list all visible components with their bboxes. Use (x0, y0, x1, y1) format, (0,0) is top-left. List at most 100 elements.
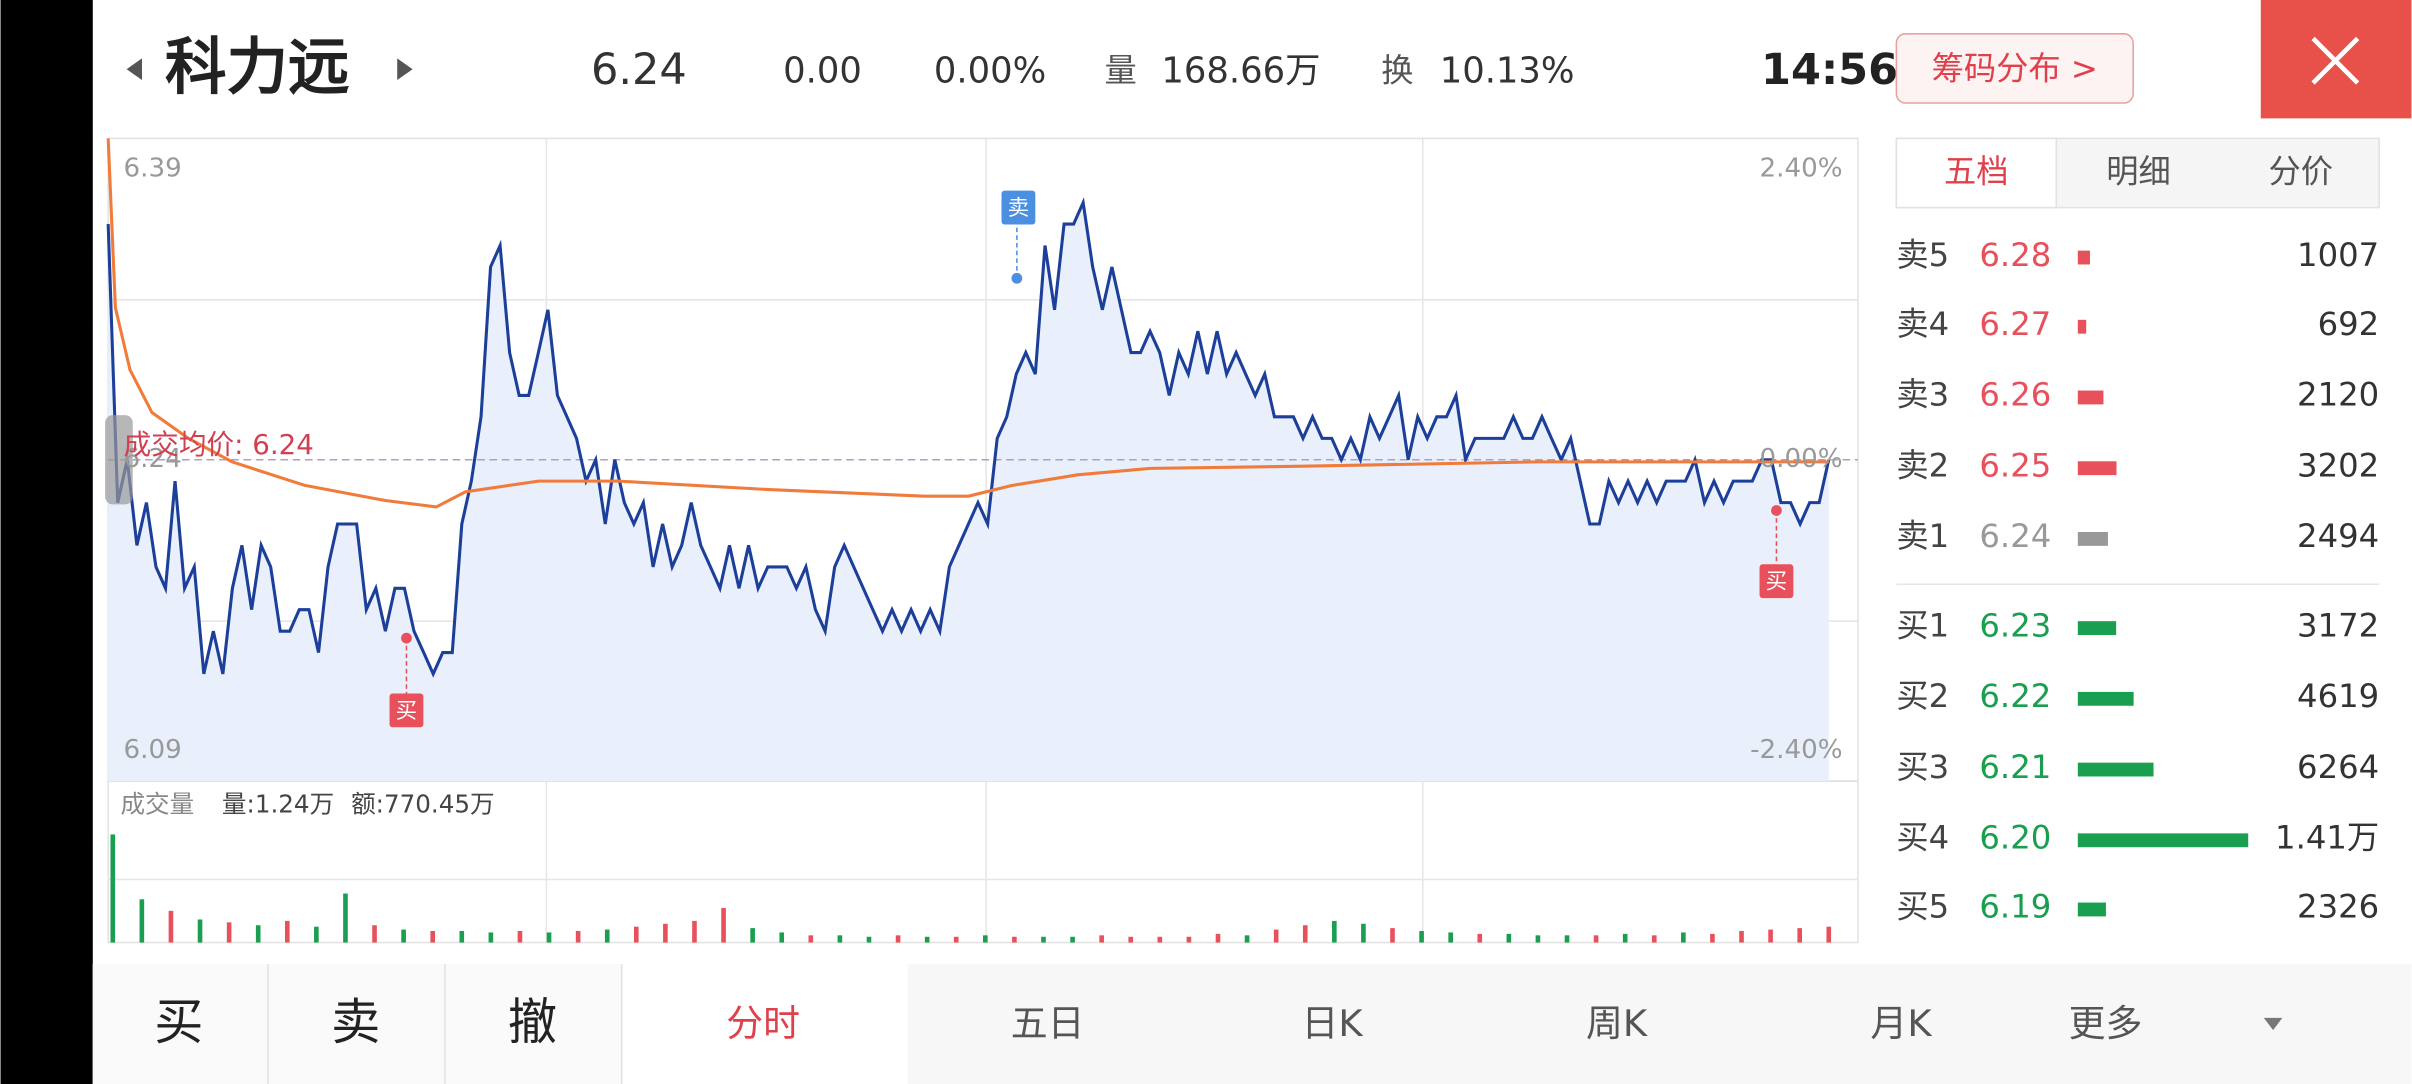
volume-bar (1797, 928, 1802, 943)
volume-bar (924, 936, 930, 943)
volume-bar (983, 935, 988, 943)
volume-bar (110, 834, 116, 943)
book-bar (2077, 390, 2104, 405)
volume-bar (401, 929, 406, 943)
book-price: 6.21 (1979, 748, 2051, 786)
turnover-label: 换 (1381, 51, 1413, 89)
book-volume: 692 (2318, 305, 2380, 343)
y-tick-label: 6.24 (124, 444, 182, 474)
y2-tick-label: 2.40% (1760, 154, 1843, 184)
left-edge (0, 0, 93, 1084)
order-tab[interactable]: 五档 (1944, 153, 2009, 191)
avg-label: 成交均价: 6.24 (124, 428, 314, 461)
book-price: 6.28 (1979, 236, 2051, 274)
book-price: 6.24 (1979, 517, 2051, 555)
volume-bar (575, 931, 581, 943)
y2-tick-label: -2.40% (1750, 735, 1842, 765)
volume-bar (1244, 935, 1250, 943)
book-label: 买3 (1896, 748, 1949, 786)
book-label: 卖4 (1896, 305, 1949, 343)
volume-bar (1477, 933, 1483, 943)
volume-bar (488, 932, 494, 943)
period-tab[interactable]: 分时 (726, 1002, 800, 1045)
next-arrow[interactable] (397, 58, 413, 80)
volume-bar (459, 931, 465, 943)
order-tab[interactable]: 分价 (2268, 153, 2333, 191)
prev-arrow[interactable] (126, 58, 142, 80)
book-price: 6.26 (1979, 376, 2051, 414)
book-bar (2077, 691, 2134, 706)
y-tick-label: 6.09 (124, 735, 182, 765)
book-volume: 2326 (2297, 888, 2379, 926)
volume-bar (226, 922, 232, 943)
book-volume: 2120 (2297, 376, 2379, 414)
change-pct: 0.00% (934, 50, 1046, 91)
book-volume: 1007 (2297, 236, 2379, 274)
book-label: 买4 (1896, 819, 1949, 857)
period-tab[interactable]: 更多 (2069, 1002, 2143, 1045)
book-price: 6.23 (1979, 606, 2051, 644)
period-tab[interactable]: 五日 (1011, 1002, 1085, 1045)
volume-bar (168, 910, 174, 943)
volume: 168.66万 (1161, 50, 1320, 91)
book-label: 卖5 (1896, 236, 1949, 274)
marker-dot (1011, 272, 1023, 284)
volume-bar (1070, 936, 1075, 943)
marker-box (389, 693, 424, 728)
volume-bar (517, 931, 523, 943)
volume-bar (343, 893, 348, 943)
period-tab[interactable]: 周K (1586, 1002, 1648, 1045)
volume-bar (1710, 933, 1715, 943)
volume-bar (314, 926, 319, 943)
order-tab[interactable]: 明细 (2106, 153, 2171, 191)
action-button[interactable]: 买 (154, 993, 203, 1051)
action-button[interactable]: 撤 (508, 993, 557, 1051)
volume-bar (1622, 933, 1628, 943)
marker-label: 买 (396, 699, 418, 724)
more-caret[interactable] (2263, 1017, 2283, 1031)
volume-bar (1768, 929, 1773, 943)
volume-bar (750, 928, 755, 943)
volume-bar (1215, 933, 1221, 943)
book-bar (2077, 621, 2117, 636)
marker-label: 买 (1766, 570, 1788, 595)
period-tab[interactable]: 月K (1870, 1002, 1932, 1045)
stock-name: 科力远 (165, 31, 350, 103)
close-icon[interactable] (2311, 36, 2360, 85)
book-price: 6.20 (1979, 819, 2051, 857)
book-bar (2077, 532, 2108, 546)
volume-title: 成交量 (120, 790, 194, 819)
volume-bar (1448, 932, 1453, 943)
marker-box (1001, 190, 1036, 225)
book-price: 6.19 (1979, 888, 2051, 926)
volume-bar (1419, 931, 1424, 943)
marker-dot (1771, 505, 1782, 516)
toolbar-actions-bg (92, 964, 622, 1084)
volume-amount: 量:1.24万 (222, 790, 334, 819)
volume-bar (1157, 936, 1163, 943)
volume-bar (284, 920, 290, 943)
change: 0.00 (783, 50, 862, 91)
price-area (108, 202, 1829, 782)
volume-bar (1564, 935, 1570, 943)
marker-dot (401, 632, 412, 644)
book-label: 买2 (1896, 677, 1949, 715)
book-label: 买1 (1896, 606, 1949, 644)
action-button[interactable]: 卖 (331, 993, 380, 1051)
volume-label: 量 (1105, 51, 1137, 89)
book-bar (2077, 250, 2090, 265)
book-price: 6.27 (1979, 305, 2051, 343)
book-volume: 1.41万 (2275, 819, 2379, 857)
volume-bar (197, 919, 203, 943)
book-bar (2077, 762, 2154, 777)
volume-bar (1012, 936, 1017, 943)
toolbar: 买 卖 撤 分时 五日 日K 周K 月K 更多 (92, 964, 2412, 1084)
period-tab[interactable]: 日K (1302, 1002, 1364, 1045)
turnover: 10.13% (1440, 50, 1575, 91)
volume-bar (1361, 923, 1366, 943)
drag-handle[interactable] (105, 415, 133, 505)
volume-bar (692, 920, 697, 943)
chip-button[interactable] (1895, 33, 2134, 104)
chip-button-label[interactable]: 筹码分布 > (1932, 50, 2098, 88)
